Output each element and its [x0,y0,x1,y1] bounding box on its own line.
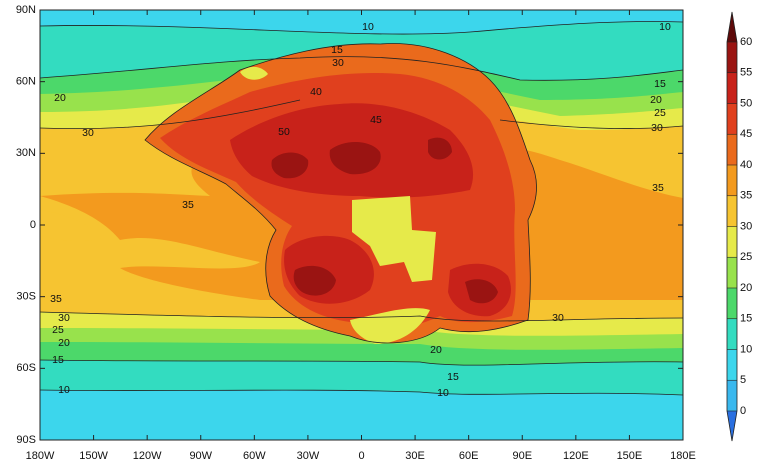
lat-label: 60S [16,362,36,374]
contour-label: 25 [52,324,64,336]
map [40,10,683,440]
colorbar-label: 40 [740,159,752,171]
colorbar-label: 55 [740,67,752,79]
lon-label: 150E [617,450,643,459]
colorbar-label: 35 [740,190,752,202]
colorbar-label: 15 [740,313,752,325]
color-band [727,318,737,350]
lon-label: 90E [512,450,532,459]
lon-label: 60W [243,450,266,459]
color-band [727,288,737,319]
colorbar-label: 10 [740,343,752,355]
lon-label: 0 [358,450,364,459]
lat-label: 60N [16,76,36,88]
color-band [727,42,737,73]
color-band [727,380,737,411]
colorbar-label: 5 [740,374,746,386]
contour-line [40,56,683,366]
lon-label: 60E [459,450,479,459]
contour-label: 30 [651,122,663,134]
color-band [727,411,737,441]
contour-line [144,43,537,344]
contour-label: 30 [82,127,94,139]
color-band [727,349,737,381]
contour-label: 20 [430,344,442,356]
contour-label: 10 [659,21,671,33]
contour-line [40,99,683,322]
contour-label: 15 [331,44,343,56]
contour-label: 20 [58,337,70,349]
lat-label: 30S [16,291,36,303]
colorbar-label: 60 [740,36,752,48]
color-band [727,195,737,227]
lon-label: 180W [26,450,55,459]
contour-label: 35 [652,182,664,194]
contour-line [40,21,683,396]
color-band [727,134,737,165]
lon-label: 120W [133,450,162,459]
lat-label: 30N [16,147,36,159]
contour-label: 25 [654,107,666,119]
contour-label: 15 [447,371,459,383]
contour-label: 15 [654,78,666,90]
lat-label: 90N [16,4,36,16]
lon-label: 30E [405,450,425,459]
lon-label: 90W [189,450,212,459]
colorbar-label: 30 [740,220,752,232]
colorbar-label: 25 [740,251,752,263]
axes: 90N 60N 30N 0 30S 60S 90S 180W 150W 120W 90W 60W 30W… [16,4,696,459]
contour-label: 50 [278,126,290,138]
contour-label: 45 [370,114,382,126]
colorbar-label: 20 [740,282,752,294]
colorbar-label: 45 [740,128,752,140]
contour-label: 20 [54,92,66,104]
colorbar: 0 5 10 15 20 25 30 35 40 45 50 55 60 [726,11,752,442]
contour-label: 30 [552,312,564,324]
lon-label: 120E [563,450,589,459]
color-band [727,12,737,42]
colorbar-label: 0 [740,405,746,417]
color-band [727,226,737,258]
contour-label: 15 [52,354,64,366]
contour-label: 10 [58,384,70,396]
lon-label: 30W [297,450,320,459]
contour-label: 10 [362,21,374,33]
color-band [727,72,737,104]
contour-label: 35 [50,293,62,305]
lat-label: 90S [16,434,36,446]
contour-label: 10 [437,387,449,399]
lon-label: 180E [670,450,696,459]
zone [352,196,436,282]
lat-label: 0 [30,219,36,231]
contour-label: 20 [650,94,662,106]
contour-label: 30 [332,57,344,69]
color-band [727,165,737,196]
zone [271,137,498,304]
lon-label: 150W [79,450,108,459]
contour-label: 35 [182,199,194,211]
colorbar-label: 50 [740,97,752,109]
color-band [727,257,737,288]
color-band [727,103,737,135]
contour-labels: 10 10 10 10 15 15 15 15 20 20 20 20 25 2… [50,21,671,399]
zone [40,210,104,242]
contour-label: 40 [310,86,322,98]
contour-label: 30 [58,312,70,324]
